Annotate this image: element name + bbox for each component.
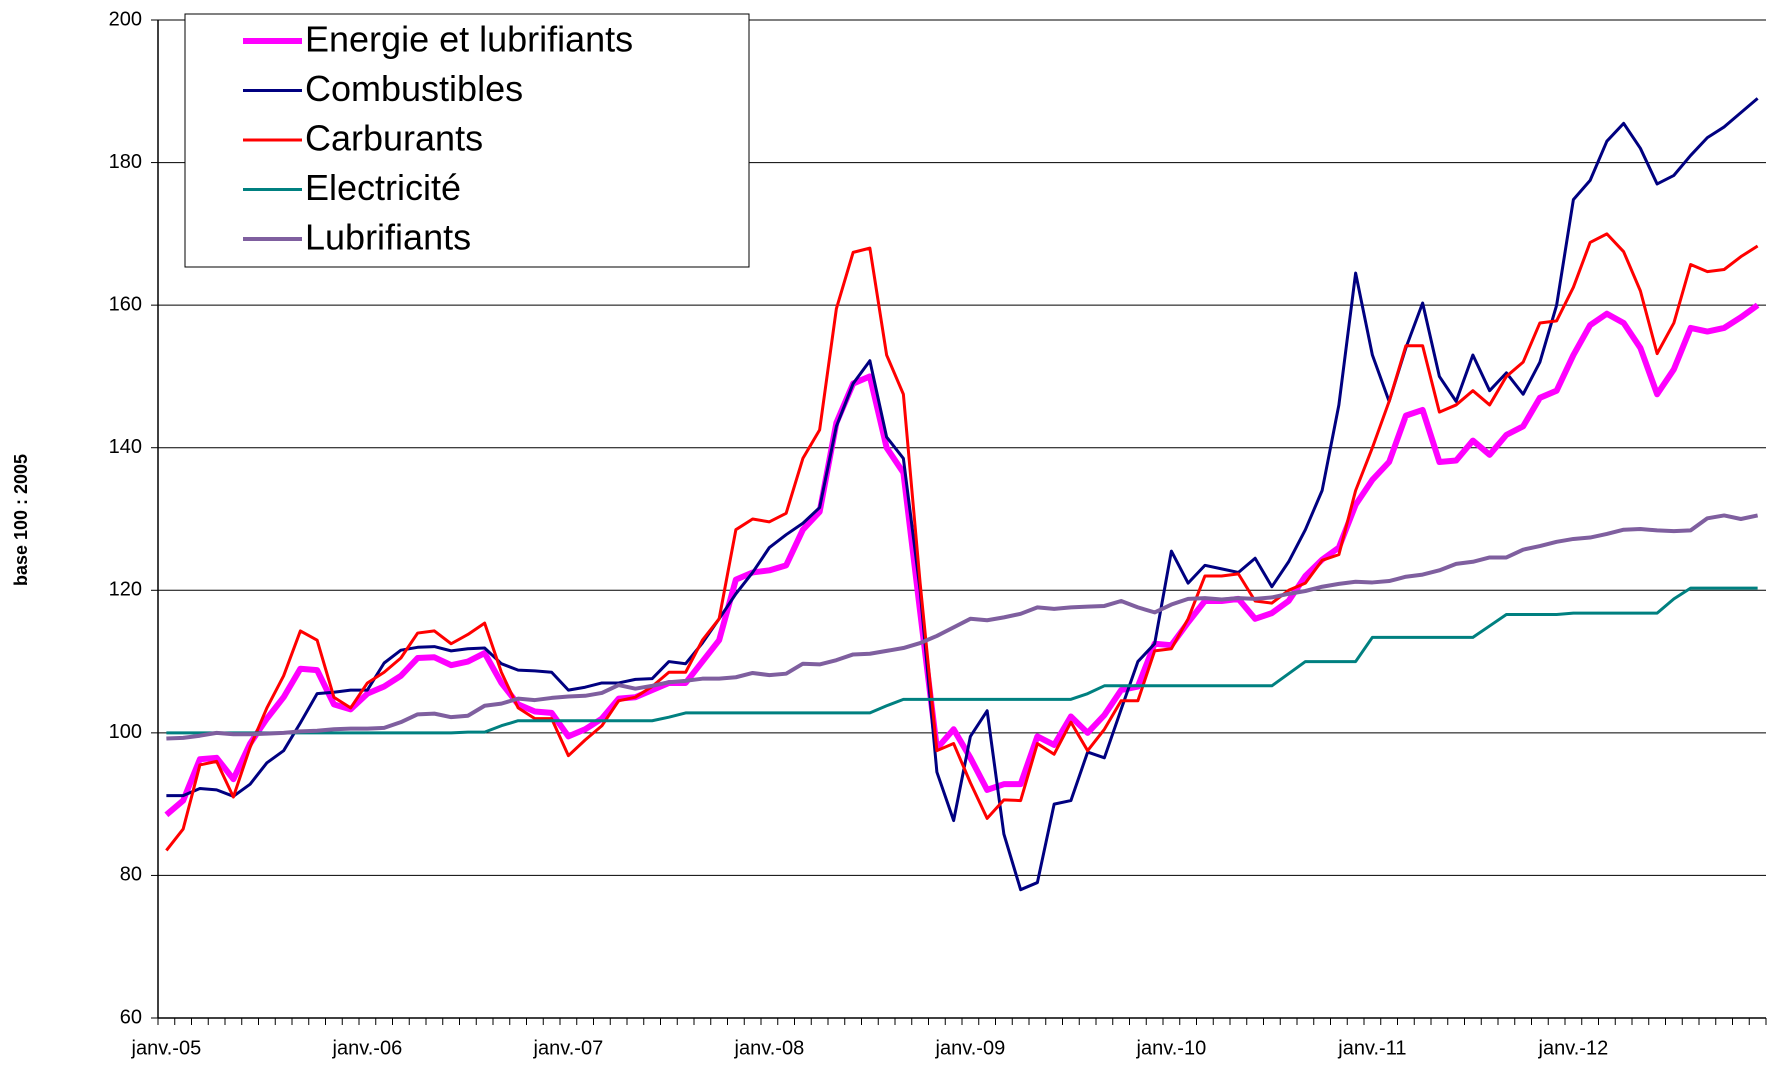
legend-box <box>184 13 750 268</box>
y-tick-label: 140 <box>109 436 142 458</box>
series-line <box>164 302 1760 818</box>
legend-label: Carburants <box>305 118 483 159</box>
x-tick-label: janv.-09 <box>935 1037 1006 1059</box>
y-tick-label: 160 <box>109 293 142 315</box>
y-axis-label: base 100 : 2005 <box>11 454 31 586</box>
y-tick-label: 200 <box>109 8 142 30</box>
y-tick-label: 100 <box>109 721 142 743</box>
y-tick-label: 180 <box>109 151 142 173</box>
x-tick-label: janv.-07 <box>533 1037 604 1059</box>
x-tick-label: janv.-10 <box>1136 1037 1207 1059</box>
y-tick-label: 80 <box>120 864 142 886</box>
series-line <box>165 232 1759 852</box>
x-tick-label: janv.-06 <box>332 1037 403 1059</box>
x-tick-label: janv.-12 <box>1538 1037 1609 1059</box>
legend-label: Energie et lubrifiants <box>305 19 633 60</box>
legend: Energie et lubrifiants Combustibles Carbur… <box>184 13 750 268</box>
y-tick-label: 120 <box>109 579 142 601</box>
series-line <box>166 97 1759 892</box>
legend-label: Electricité <box>305 167 461 208</box>
y-tick-label: 60 <box>120 1006 142 1028</box>
series-line <box>166 586 1758 735</box>
legend-label: Combustibles <box>305 68 523 109</box>
x-tick-label: janv.-05 <box>131 1037 202 1059</box>
series-line <box>166 513 1759 741</box>
legend-label: Lubrifiants <box>305 217 471 258</box>
x-tick-label: janv.-08 <box>734 1037 805 1059</box>
x-tick-label: janv.-11 <box>1337 1037 1406 1059</box>
